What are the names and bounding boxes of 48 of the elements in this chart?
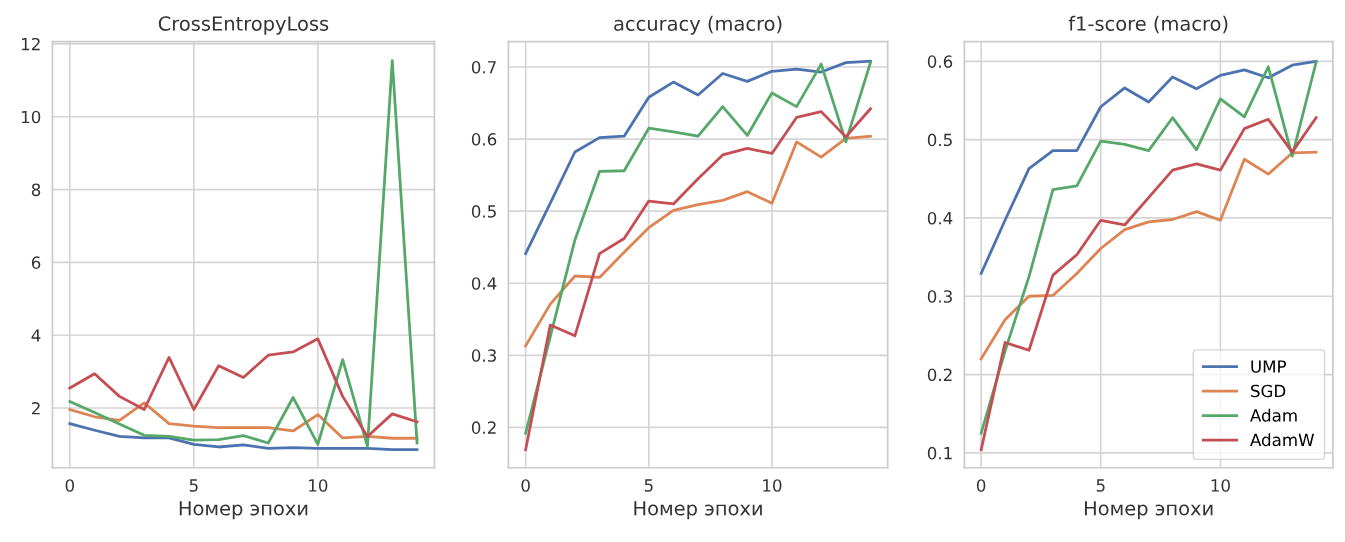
y-tick-label: 0.5 (471, 205, 496, 218)
y-tick-label: 0.2 (471, 421, 496, 434)
line-series (524, 107, 872, 452)
line-series (979, 116, 1318, 452)
legend-label: AdamW (1250, 433, 1315, 447)
line-series (68, 59, 419, 448)
y-tick-label: 2 (31, 401, 40, 415)
legend-label: SGD (1251, 384, 1286, 398)
y-tick-label: 8 (31, 183, 41, 197)
y-tick-label: 10 (21, 110, 41, 124)
x-tick-label: 0 (65, 479, 75, 492)
y-tick-label: 0.4 (927, 211, 953, 225)
y-tick-label: 0.2 (927, 368, 952, 382)
x-tick-label: 10 (1211, 479, 1230, 492)
x-axis-title: Номер эпохи (634, 501, 762, 520)
y-tick-label: 0.3 (471, 349, 496, 362)
line-series (524, 59, 872, 256)
x-tick-label: 0 (521, 479, 530, 492)
line-series (524, 134, 872, 348)
x-tick-label: 10 (309, 479, 328, 492)
chart-title: f1-score (macro) (1068, 15, 1228, 34)
x-tick-label: 0 (976, 479, 986, 492)
legend-label: UMP (1251, 360, 1287, 373)
y-tick-label: 0.5 (927, 133, 952, 147)
line-series (68, 337, 419, 438)
chart-title: accuracy (macro) (614, 15, 782, 35)
x-tick-label: 5 (1096, 479, 1105, 492)
y-tick-label: 12 (21, 37, 40, 51)
y-tick-label: 0.1 (927, 446, 952, 460)
y-tick-label: 0.7 (471, 60, 496, 74)
y-tick-label: 0.3 (927, 290, 952, 303)
line-series (524, 61, 872, 435)
x-tick-label: 5 (644, 479, 653, 492)
x-axis-title: Номер эпохи (179, 501, 308, 520)
line-series (979, 60, 1318, 435)
line-series (979, 59, 1318, 275)
chart-title: CrossEntropyLoss (158, 16, 329, 35)
legend-label: Adam (1250, 408, 1297, 422)
x-axis-title: Номер эпохи (1084, 501, 1213, 520)
line-series (979, 150, 1318, 361)
y-tick-label: 0.4 (471, 277, 497, 290)
line-series (68, 422, 419, 451)
y-tick-label: 6 (31, 256, 41, 269)
y-tick-label: 0.6 (927, 55, 953, 68)
x-tick-label: 10 (763, 479, 782, 492)
y-tick-label: 4 (31, 329, 41, 342)
y-tick-label: 0.6 (471, 133, 497, 146)
x-tick-label: 5 (189, 479, 198, 492)
